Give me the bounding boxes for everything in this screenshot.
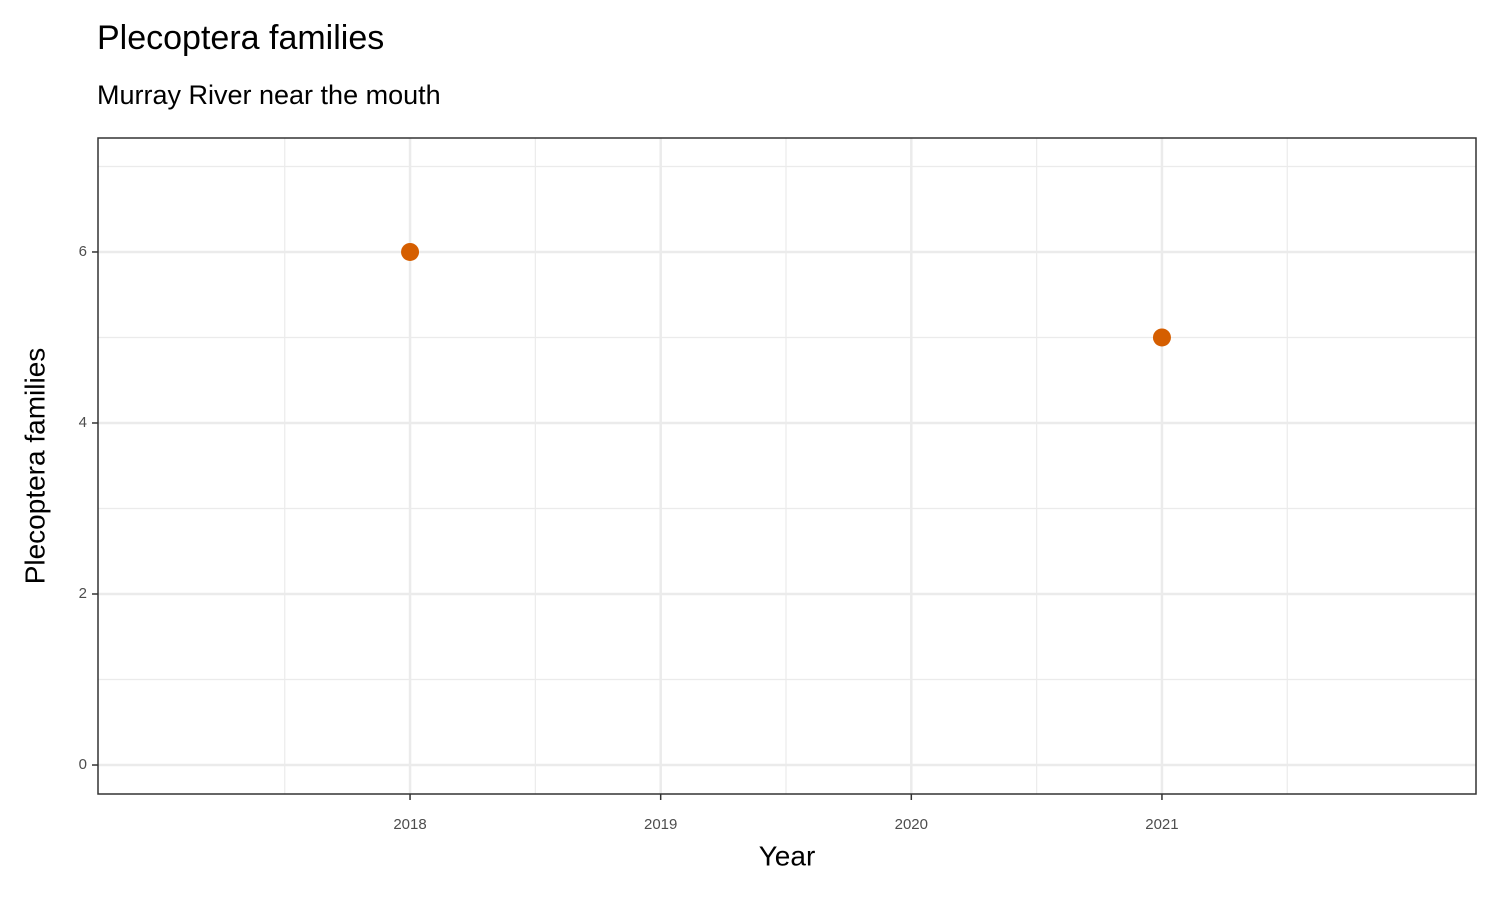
x-tick-label: 2019 (644, 816, 677, 833)
point (1152, 328, 1171, 347)
y-tick-label: 0 (79, 756, 87, 773)
x-axis-title: Year (759, 840, 816, 871)
x-tick-label: 2020 (895, 816, 928, 833)
y-tick-label: 6 (79, 243, 87, 260)
panel-border (97, 137, 1477, 795)
point (401, 242, 420, 261)
x-tick-label: 2021 (1145, 816, 1178, 833)
x-tick-label: 2018 (393, 816, 426, 833)
y-tick-label: 4 (79, 414, 87, 431)
panel (98, 138, 1476, 794)
y-axis-title: Plecoptera families (19, 348, 50, 585)
y-tick-label: 2 (79, 585, 87, 602)
chart-subtitle: Murray River near the mouth (97, 80, 441, 110)
chart-title: Plecoptera families (97, 19, 384, 57)
